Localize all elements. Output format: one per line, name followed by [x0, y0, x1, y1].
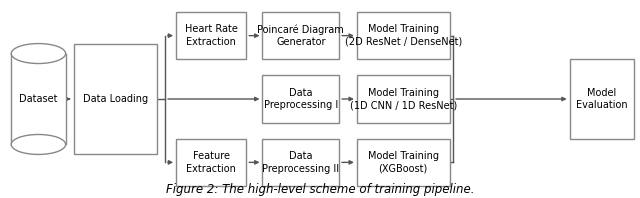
Text: Poincaré Diagram
Generator: Poincaré Diagram Generator	[257, 24, 344, 47]
Bar	[11, 53, 66, 145]
Text: Model Training
(XGBoost): Model Training (XGBoost)	[368, 151, 438, 174]
Bar	[262, 139, 339, 186]
Bar	[176, 12, 246, 59]
Ellipse shape	[11, 134, 65, 154]
Bar	[357, 139, 450, 186]
Bar	[570, 59, 634, 139]
Text: Figure 2: The high-level scheme of training pipeline.: Figure 2: The high-level scheme of train…	[166, 183, 474, 196]
Text: Heart Rate
Extraction: Heart Rate Extraction	[185, 24, 237, 47]
Text: Model Training
(2D ResNet / DenseNet): Model Training (2D ResNet / DenseNet)	[344, 24, 462, 47]
Bar	[262, 12, 339, 59]
Bar	[357, 12, 450, 59]
Ellipse shape	[11, 44, 65, 64]
Text: Data
Preprocessing II: Data Preprocessing II	[262, 151, 339, 174]
Bar	[74, 44, 157, 154]
Text: Data Loading: Data Loading	[83, 94, 148, 104]
Bar	[357, 75, 450, 123]
Bar	[176, 139, 246, 186]
Text: Data
Preprocessing I: Data Preprocessing I	[264, 88, 338, 110]
Bar	[262, 75, 339, 123]
Text: Model Training
(1D CNN / 1D ResNet): Model Training (1D CNN / 1D ResNet)	[349, 88, 457, 110]
Text: Feature
Extraction: Feature Extraction	[186, 151, 236, 174]
Text: Dataset: Dataset	[19, 94, 58, 104]
Text: Model
Evaluation: Model Evaluation	[576, 88, 627, 110]
